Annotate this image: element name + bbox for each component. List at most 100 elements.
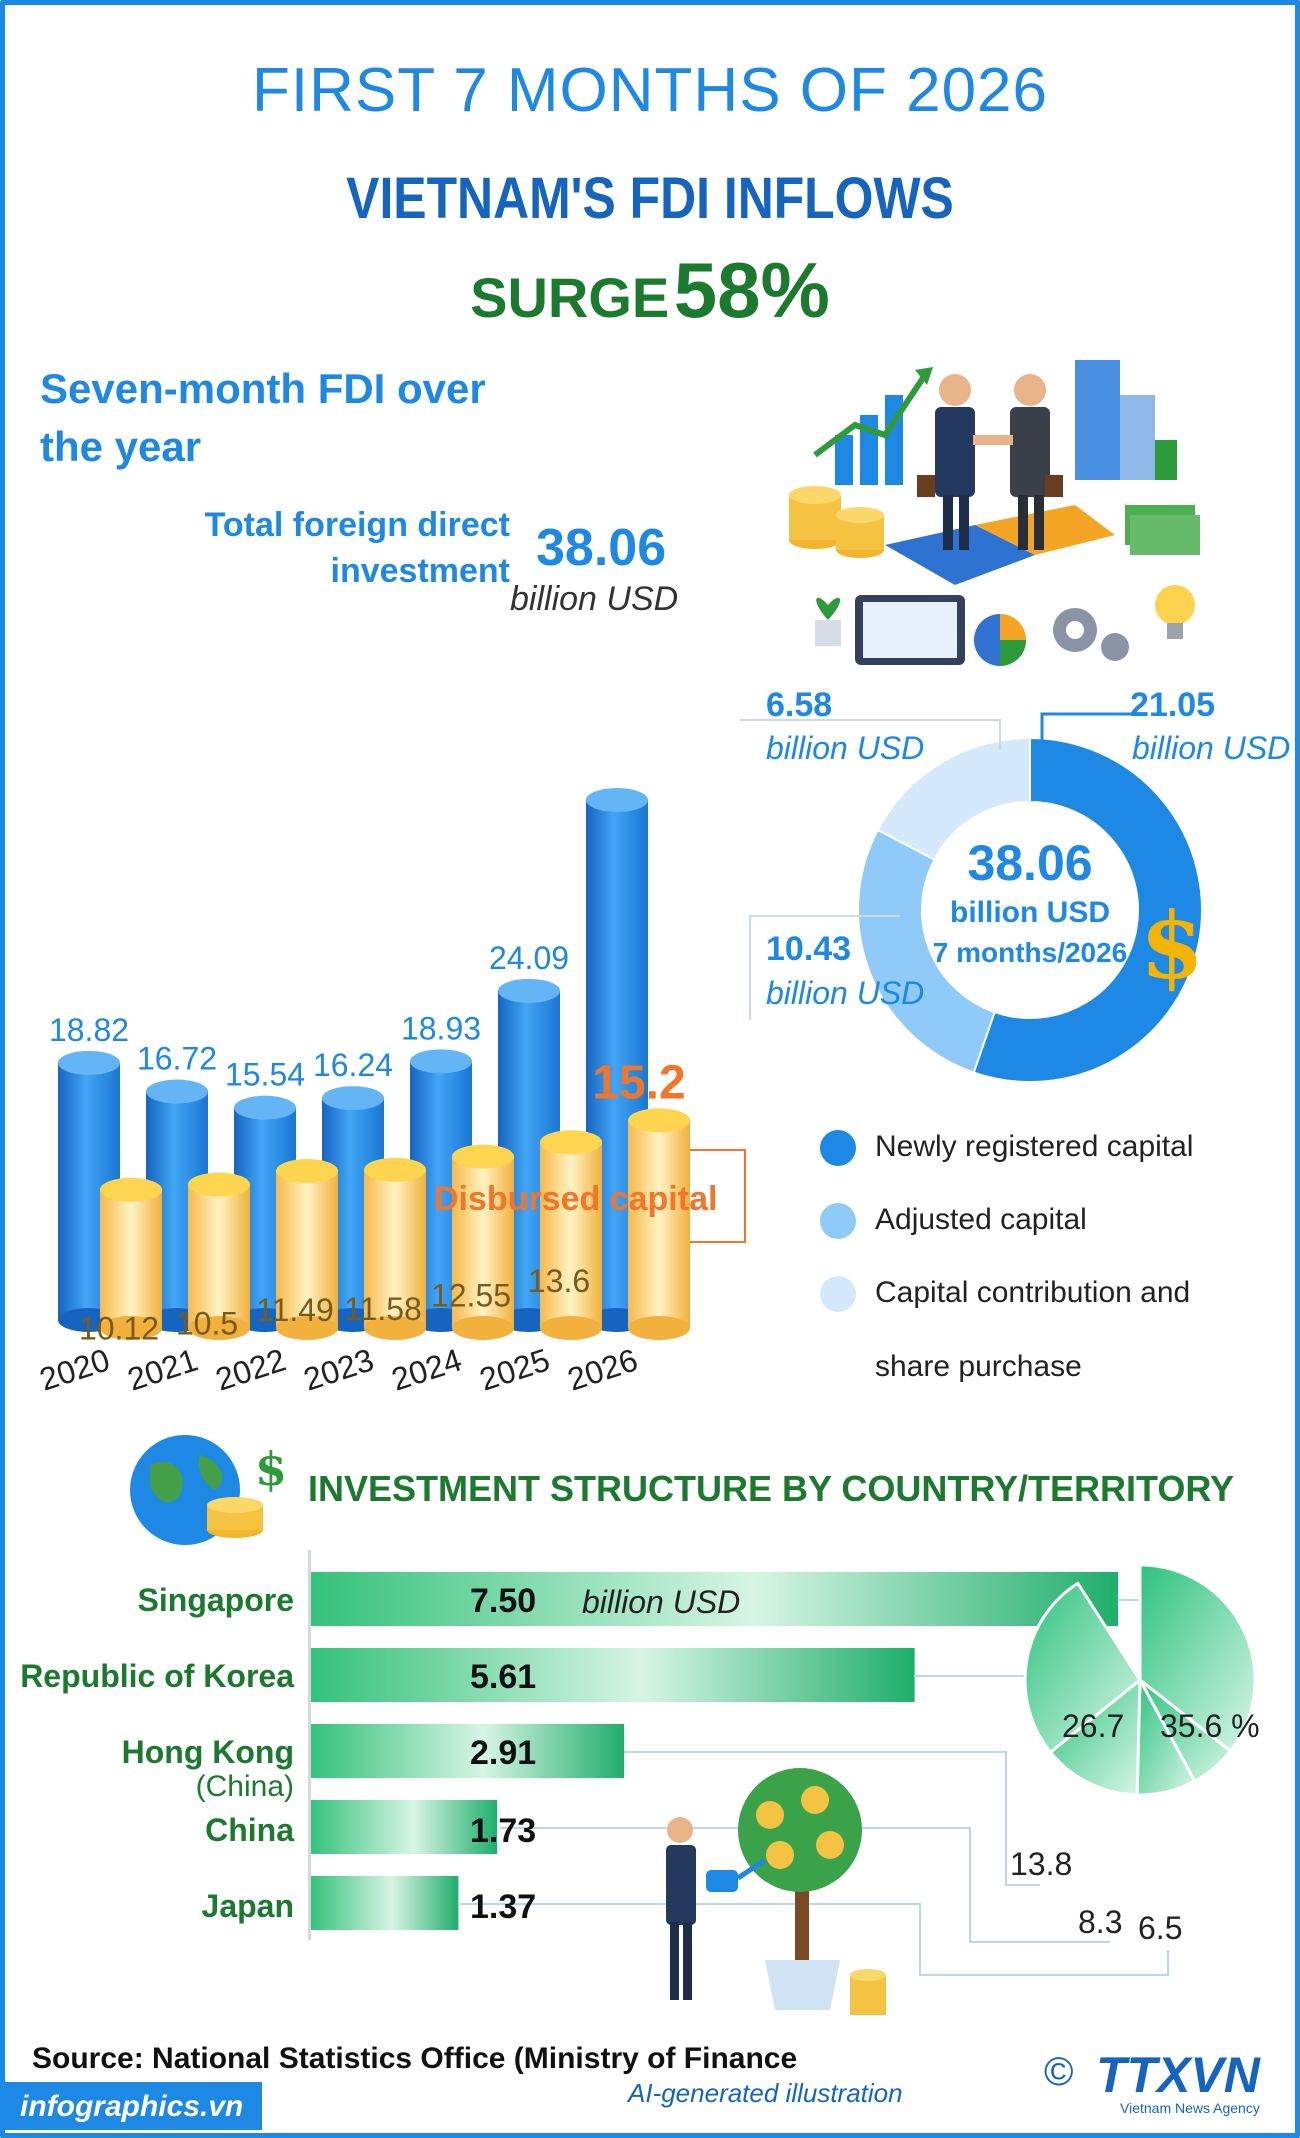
copyright-symbol: © <box>1044 2050 1074 2094</box>
bar-disbursed-label-2024: 12.55 <box>431 1278 511 1314</box>
bar-disbursed-2022 <box>276 1171 338 1328</box>
surge-value: 58% <box>673 246 830 334</box>
money-tree-illustration <box>666 1768 886 2015</box>
bar-disbursed-base-2026 <box>628 1316 690 1340</box>
legend-contribution-label: Capital contribution and <box>875 1276 1191 1309</box>
bar-total-top-2024 <box>410 1049 472 1074</box>
bar-total-top-2025 <box>498 978 560 1003</box>
bar-total-top-2023 <box>322 1086 384 1111</box>
section2-title: INVESTMENT STRUCTURE BY COUNTRY/TERRITOR… <box>308 1468 1235 1509</box>
legend-dot-newly <box>820 1130 856 1166</box>
puzzle-icon <box>885 505 1115 585</box>
ttxvn-logo-subtitle: Vietnam News Agency <box>1120 2100 1260 2116</box>
bar-disbursed-base-2024 <box>452 1316 514 1340</box>
pie-label-singapore: 35.6 % <box>1160 1708 1260 1744</box>
country-axis-line <box>308 1550 311 1940</box>
country-label-japan: Japan <box>201 1888 294 1924</box>
legend-newly-label: Newly registered capital <box>875 1130 1194 1163</box>
header-period: FIRST 7 MONTHS OF 2026 <box>251 56 1049 125</box>
bar-disbursed-2023 <box>364 1169 426 1328</box>
bar-disbursed-2026 <box>628 1120 690 1328</box>
donut-leader-lines <box>740 712 1140 1020</box>
bar-disbursed-top-2026 <box>628 1108 690 1133</box>
bar-category-2020: 2020 <box>35 1341 114 1397</box>
bar-disbursed-base-2022 <box>276 1316 338 1340</box>
bar-category-2026: 2026 <box>563 1341 642 1397</box>
source-note: Source: National Statistics Office (Mini… <box>32 2042 798 2075</box>
legend-dot-adjusted <box>820 1203 856 1239</box>
donut-center-value: 38.06 <box>967 835 1092 891</box>
disbursed-bracket <box>690 1149 746 1243</box>
total-fdi-unit: billion USD <box>510 580 679 618</box>
person-watering-icon <box>666 1817 767 2000</box>
country-value-china: 1.73 <box>470 1812 537 1850</box>
footer-site-link[interactable]: infographics.vn <box>20 2090 244 2123</box>
bar-total-top-2022 <box>234 1095 296 1120</box>
bar-category-2024: 2024 <box>387 1341 466 1397</box>
money-icon <box>1125 505 1200 555</box>
bar-total-top-2020 <box>58 1050 120 1075</box>
business-illustration <box>789 360 1200 666</box>
country-label-hongkong-sub: (China) <box>195 1770 294 1803</box>
legend-adjusted: Adjusted capital <box>820 1203 1087 1239</box>
bar-disbursed-2021 <box>188 1184 250 1328</box>
buildings-icon <box>1075 360 1177 480</box>
svg-text:$: $ <box>255 1442 287 1496</box>
donut-slice-2 <box>876 736 1031 862</box>
bar-category-2025: 2025 <box>475 1341 554 1397</box>
bar-disbursed-top-2020 <box>100 1177 162 1202</box>
tablet-icon <box>855 595 965 665</box>
globe-coins-icon: $ <box>130 1435 287 1545</box>
country-value-japan: 1.37 <box>470 1888 537 1926</box>
plant-icon <box>815 597 841 646</box>
bar-disbursed-2024 <box>452 1156 514 1328</box>
bar-total-top-2026 <box>586 788 648 812</box>
money-tree-icon <box>738 1768 862 2010</box>
ai-note: AI-generated illustration <box>628 2078 903 2108</box>
donut-label-newly-unit: billion USD <box>1132 730 1291 766</box>
surge-word: SURGE <box>470 266 670 329</box>
bar-disbursed-label-2023: 11.58 <box>344 1291 422 1327</box>
bar-total-label-2021: 16.72 <box>137 1041 217 1077</box>
country-label-singapore: Singapore <box>137 1582 294 1618</box>
bar-disbursed-2025 <box>540 1142 602 1328</box>
bar-disbursed-top-2022 <box>276 1159 338 1184</box>
gear-icon <box>1053 608 1129 661</box>
coin-stack-icon <box>789 486 884 558</box>
bar-category-2021: 2021 <box>123 1341 202 1397</box>
dollar-sign-icon: $ <box>1140 892 1205 1000</box>
donut-label-adjusted-value: 10.43 <box>766 930 852 968</box>
pie-label-hongkong: 13.8 <box>1010 1846 1073 1882</box>
country-label-china: China <box>205 1812 294 1848</box>
bar-disbursed-top-2025 <box>540 1130 602 1155</box>
legend-contribution: Capital contribution and <box>820 1276 1191 1312</box>
footer-site-bar <box>0 2082 262 2130</box>
country-value-korea: 5.61 <box>470 1658 537 1696</box>
bar-category-2023: 2023 <box>299 1341 378 1397</box>
bar-total-label-2024: 18.93 <box>401 1010 481 1046</box>
donut-label-contribution-unit: billion USD <box>766 730 925 766</box>
bar-total-label-2025: 24.09 <box>489 940 569 976</box>
donut-label-contribution-value: 6.58 <box>766 686 833 724</box>
coin-stack-icon-2 <box>850 1969 886 2015</box>
section1-title: Seven-month FDI over the year <box>40 365 486 470</box>
bar-disbursed-base-2025 <box>540 1316 602 1340</box>
total-fdi-label: Total foreign direct investment <box>204 506 510 590</box>
bar-disbursed-base-2021 <box>188 1316 250 1340</box>
bar-disbursed-label-2020: 10.12 <box>79 1311 159 1347</box>
donut-slice-1 <box>857 828 996 1074</box>
growth-chart-icon <box>813 367 933 485</box>
total-fdi-value: 38.06 <box>536 519 667 577</box>
donut-center-period: 7 months/2026 <box>933 937 1128 968</box>
header-surge: SURGE 58% <box>0 245 1300 336</box>
ttxvn-logo: TTXVN <box>1096 2047 1260 2103</box>
bar-disbursed-2020 <box>100 1189 162 1328</box>
bar-disbursed-label-2022: 11.49 <box>256 1292 334 1328</box>
bar-disbursed-top-2023 <box>364 1157 426 1182</box>
pie-icon <box>974 614 1026 666</box>
donut-label-adjusted-unit: billion USD <box>766 975 925 1011</box>
legend-contribution-line2: share purchase <box>875 1350 1082 1383</box>
